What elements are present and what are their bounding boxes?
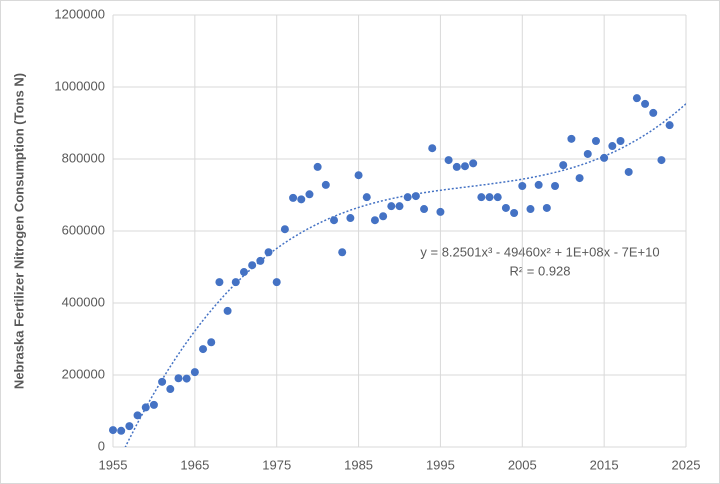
- point: [436, 207, 445, 216]
- trendline: [124, 103, 686, 447]
- point: [370, 216, 379, 225]
- point: [420, 205, 429, 214]
- point: [567, 134, 576, 143]
- point: [485, 193, 494, 202]
- y-tick-label: 400000: [62, 294, 105, 309]
- point: [649, 108, 658, 117]
- point: [248, 261, 257, 270]
- point: [469, 159, 478, 168]
- point: [600, 153, 609, 162]
- trend-r2: R² = 0.928: [509, 263, 570, 278]
- y-tick-label: 1000000: [54, 78, 105, 93]
- point: [493, 193, 502, 202]
- x-tick-label: 2015: [590, 457, 619, 472]
- point: [354, 171, 363, 180]
- point: [125, 422, 134, 431]
- point: [321, 180, 330, 189]
- y-tick-label: 800000: [62, 150, 105, 165]
- point: [280, 225, 289, 234]
- point: [166, 385, 175, 394]
- point: [109, 426, 117, 435]
- x-tick-label: 2025: [672, 457, 701, 472]
- point: [182, 374, 191, 383]
- point: [297, 195, 306, 204]
- x-tick-label: 1975: [262, 457, 291, 472]
- point: [395, 202, 404, 211]
- point: [428, 144, 437, 153]
- point: [411, 192, 420, 201]
- point: [460, 162, 469, 171]
- x-tick-label: 1965: [180, 457, 209, 472]
- point: [379, 212, 388, 221]
- point: [117, 426, 126, 435]
- point: [223, 306, 232, 315]
- y-axis-label: Nebraska Fertilizer Nitrogen Consumption…: [11, 73, 26, 389]
- point: [215, 278, 224, 287]
- trendline-group: [124, 103, 686, 447]
- point: [575, 174, 584, 183]
- point: [338, 248, 347, 257]
- point: [158, 377, 167, 386]
- x-tick-label: 1995: [426, 457, 455, 472]
- point: [141, 403, 150, 412]
- point: [387, 202, 396, 211]
- point: [526, 205, 535, 214]
- point: [330, 216, 339, 225]
- point: [616, 137, 625, 145]
- point: [501, 203, 510, 212]
- point: [632, 94, 641, 103]
- point: [199, 345, 208, 354]
- point: [542, 203, 551, 212]
- point: [174, 374, 183, 383]
- point: [362, 193, 371, 202]
- y-tick-label: 1200000: [54, 6, 105, 21]
- y-tick-label: 600000: [62, 222, 105, 237]
- point: [510, 209, 519, 217]
- point: [313, 162, 322, 171]
- point: [559, 161, 568, 170]
- point: [264, 248, 273, 257]
- point: [641, 99, 650, 108]
- point: [190, 368, 199, 377]
- point: [534, 180, 543, 189]
- point: [149, 400, 158, 409]
- point: [624, 167, 633, 176]
- x-tick-label: 2005: [508, 457, 537, 472]
- point: [231, 278, 240, 287]
- point: [289, 193, 298, 202]
- point: [305, 190, 314, 199]
- y-tick-label: 0: [98, 438, 105, 453]
- x-tick-label: 1985: [344, 457, 373, 472]
- point: [665, 121, 674, 130]
- x-tick-label: 1955: [99, 457, 128, 472]
- point: [657, 156, 666, 165]
- point: [207, 338, 216, 347]
- point: [403, 193, 412, 202]
- point: [133, 411, 142, 420]
- point: [608, 142, 617, 151]
- point: [551, 182, 560, 190]
- point: [452, 162, 461, 171]
- point: [256, 256, 265, 265]
- point: [346, 214, 355, 223]
- point: [239, 268, 248, 277]
- trend-equation: y = 8.2501x³ - 49460x² + 1E+08x - 7E+10: [420, 244, 659, 259]
- y-tick-label: 200000: [62, 366, 105, 381]
- point: [272, 278, 281, 287]
- point: [518, 182, 527, 190]
- point: [477, 193, 486, 202]
- point: [583, 149, 592, 158]
- point: [444, 156, 453, 165]
- point: [591, 137, 600, 145]
